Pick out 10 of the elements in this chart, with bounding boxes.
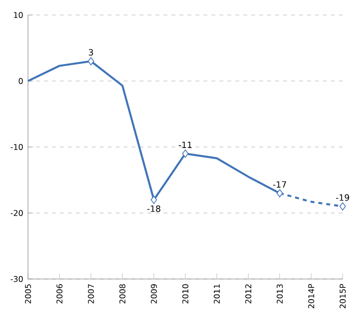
point	[339, 202, 346, 211]
data-label: -11	[178, 142, 192, 148]
point	[182, 149, 189, 158]
data-label: 3	[88, 49, 93, 56]
data-label: -17	[273, 181, 286, 188]
data-label: -19	[336, 194, 350, 201]
point	[88, 57, 94, 66]
point	[150, 196, 158, 204]
point	[276, 189, 283, 198]
data-label: -18	[147, 205, 160, 212]
